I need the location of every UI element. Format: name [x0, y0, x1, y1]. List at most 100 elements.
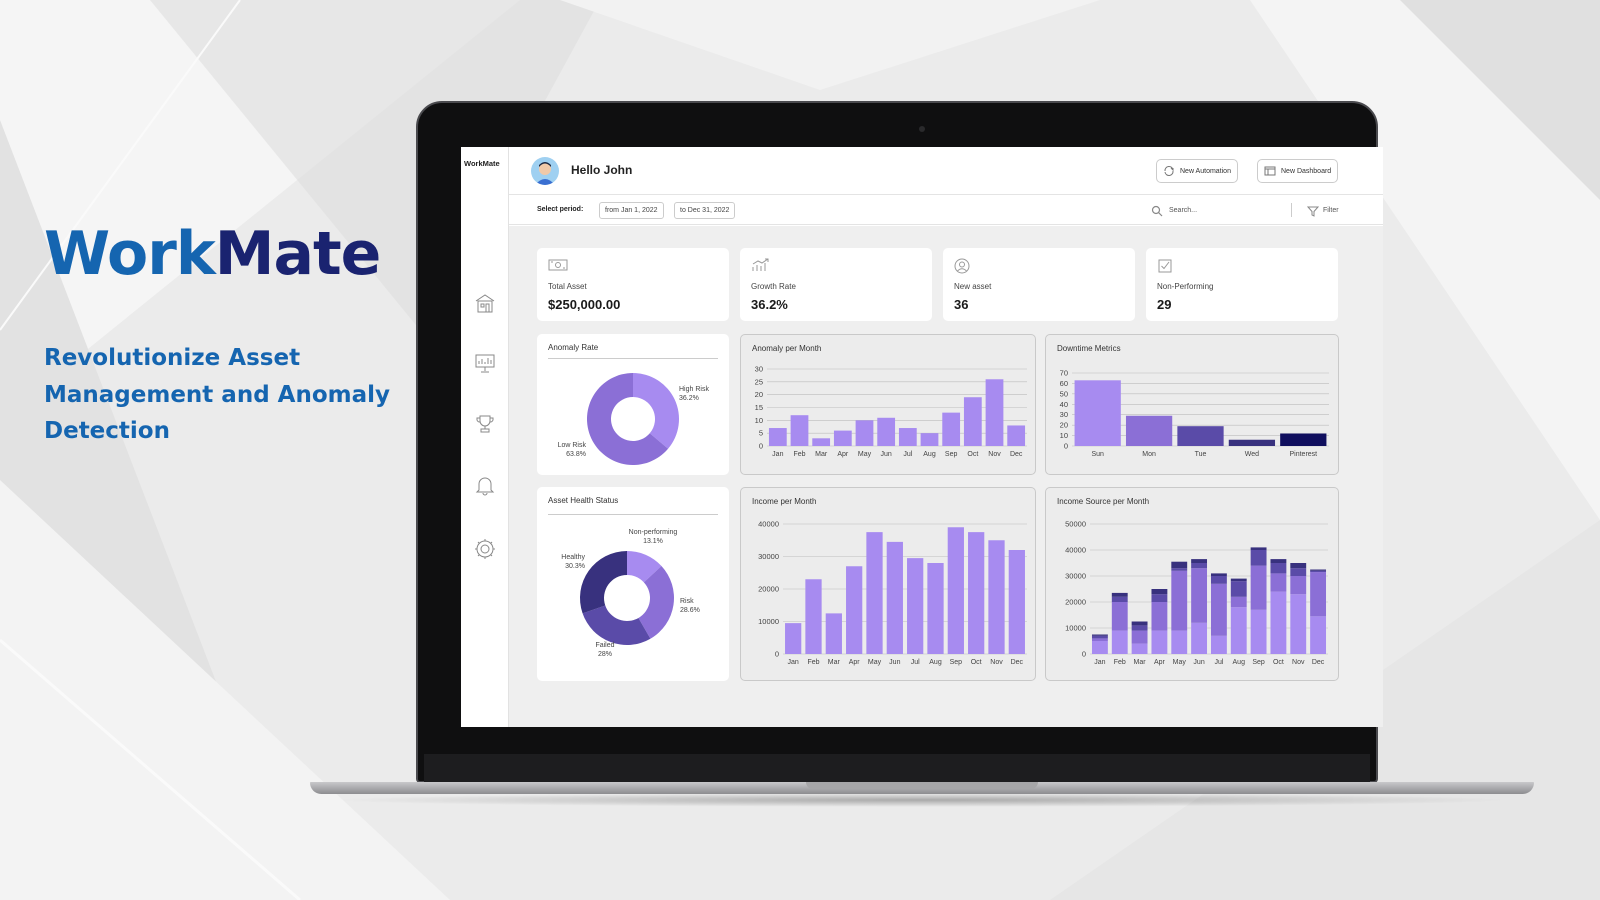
- y-tick-label: 70: [1060, 369, 1068, 378]
- y-tick-label: 15: [755, 403, 763, 412]
- donut-slice: [582, 605, 651, 645]
- filter-bar: Select period: from Jan 1, 2022 to Dec 3…: [509, 195, 1383, 225]
- bar-segment: [1131, 630, 1148, 644]
- bar: [1007, 425, 1026, 446]
- y-tick-label: 30: [755, 365, 763, 374]
- bar-segment: [1191, 622, 1208, 654]
- bar-segment: [1091, 638, 1108, 641]
- bar-segment: [1111, 602, 1128, 631]
- x-tick-label: Jun: [881, 451, 892, 458]
- bar: [768, 428, 787, 446]
- bar-segment: [1171, 630, 1188, 654]
- kpi-value: 36: [954, 297, 969, 312]
- chart-title: Anomaly per Month: [752, 344, 822, 353]
- y-tick-label: 40: [1060, 400, 1068, 409]
- trophy-icon[interactable]: [473, 412, 497, 436]
- bar: [968, 532, 985, 654]
- filter-icon: [1307, 206, 1319, 217]
- bar-segment: [1171, 561, 1188, 569]
- bar-segment: [1191, 559, 1208, 563]
- kpi-label: Growth Rate: [751, 282, 796, 291]
- y-tick-label: 10: [1060, 431, 1068, 440]
- anomaly-per-month-card: Anomaly per Month 0 5 10 15 20 25 30 Jan Feb Mar A…: [740, 334, 1036, 475]
- y-tick-label: 5: [759, 429, 763, 438]
- x-tick-label: Oct: [971, 659, 982, 666]
- presentation-icon[interactable]: [473, 351, 497, 375]
- date-to-picker[interactable]: to Dec 31, 2022: [674, 202, 736, 219]
- x-tick-label: Sep: [945, 451, 958, 458]
- income-source-chart: 0 10000 20000 30000 40000 50000 Jan Feb Mar Apr Ma…: [1065, 520, 1328, 666]
- y-tick-label: 20000: [1065, 598, 1086, 607]
- y-tick-label: 30000: [1065, 572, 1086, 581]
- bar-segment: [1210, 635, 1227, 654]
- bar-segment: [1131, 643, 1148, 654]
- bar-segment: [1270, 573, 1287, 592]
- kpi-growth-rate[interactable]: Growth Rate 36.2%: [740, 248, 932, 321]
- kpi-value: $250,000.00: [548, 297, 621, 312]
- bar: [1228, 439, 1276, 446]
- bar: [1177, 426, 1224, 446]
- x-tick-label: Dec: [1011, 659, 1024, 666]
- bar: [866, 532, 883, 654]
- building-icon[interactable]: [473, 291, 497, 315]
- anomaly-per-month-chart: 0 5 10 15 20 25 30 Jan Feb Mar Apr May Jun Jul Aug Sep O…: [755, 365, 1027, 458]
- slice-value: 30.3%: [565, 563, 585, 570]
- asset-health-donut: Non-performing 13.1% Risk 28.6% Failed 28% Hea…: [561, 529, 700, 658]
- search-input[interactable]: Search...: [1151, 201, 1291, 220]
- dashboard-icon: [1264, 166, 1276, 176]
- bar: [846, 566, 863, 654]
- gear-icon[interactable]: [473, 537, 497, 561]
- x-tick-label: Aug: [923, 451, 936, 458]
- bar-segment: [1171, 570, 1188, 631]
- bar-segment: [1270, 563, 1287, 574]
- kpi-non-performing[interactable]: Non-Performing 29: [1146, 248, 1338, 321]
- donut-slice: [587, 373, 669, 465]
- x-tick-label: Mar: [1134, 659, 1147, 666]
- new-dashboard-button[interactable]: New Dashboard: [1257, 159, 1339, 183]
- bell-icon[interactable]: [473, 473, 497, 497]
- bar-segment: [1111, 592, 1128, 597]
- date-from-picker[interactable]: from Jan 1, 2022: [599, 202, 664, 219]
- x-tick-label: Jan: [772, 451, 783, 458]
- donut-slice: [633, 373, 679, 449]
- kpi-new-asset[interactable]: New asset 36: [943, 248, 1135, 321]
- divider: [1291, 203, 1292, 217]
- x-tick-label: Feb: [1114, 659, 1126, 666]
- bar: [1074, 380, 1121, 446]
- income-per-month-card: Income per Month 0 10000 20000 30000 40000 Ja…: [740, 487, 1036, 681]
- x-tick-label: Jun: [1193, 659, 1204, 666]
- bar-segment: [1210, 573, 1227, 576]
- x-tick-label: Dec: [1312, 659, 1325, 666]
- slice-value: 36.2%: [679, 395, 699, 402]
- chart-title: Anomaly Rate: [548, 343, 599, 352]
- bar-segment: [1210, 576, 1227, 584]
- y-tick-label: 0: [759, 442, 763, 451]
- y-tick-label: 25: [755, 377, 763, 386]
- bar-segment: [1310, 570, 1327, 573]
- avatar[interactable]: [531, 157, 559, 185]
- main-content: Total Asset $250,000.00 Growth Rate 36.2…: [509, 226, 1383, 727]
- bar-segment: [1310, 616, 1327, 654]
- x-tick-label: Oct: [967, 451, 978, 458]
- x-tick-label: Jan: [1094, 659, 1105, 666]
- bar-segment: [1250, 547, 1267, 550]
- x-tick-label: Oct: [1273, 659, 1284, 666]
- bar-segment: [1290, 563, 1307, 569]
- asset-health-card: Asset Health Status Non-performing 13.1% R…: [537, 487, 729, 681]
- brand-part-work: Work: [44, 219, 216, 289]
- y-tick-label: 10000: [758, 617, 779, 626]
- y-tick-label: 10: [755, 416, 763, 425]
- bar: [985, 379, 1004, 446]
- new-automation-button[interactable]: New Automation: [1156, 159, 1238, 183]
- bar-segment: [1230, 578, 1247, 582]
- kpi-value: 29: [1157, 297, 1172, 312]
- filter-button[interactable]: Filter: [1307, 201, 1339, 220]
- y-tick-label: 30: [1060, 410, 1068, 419]
- kpi-value: 36.2%: [751, 297, 788, 312]
- y-tick-label: 30000: [758, 552, 779, 561]
- kpi-total-asset[interactable]: Total Asset $250,000.00: [537, 248, 729, 321]
- y-tick-label: 0: [775, 650, 779, 659]
- sidebar: WorkMate: [461, 147, 509, 727]
- app-logo: WorkMate: [464, 159, 500, 168]
- bar-segment: [1131, 621, 1148, 626]
